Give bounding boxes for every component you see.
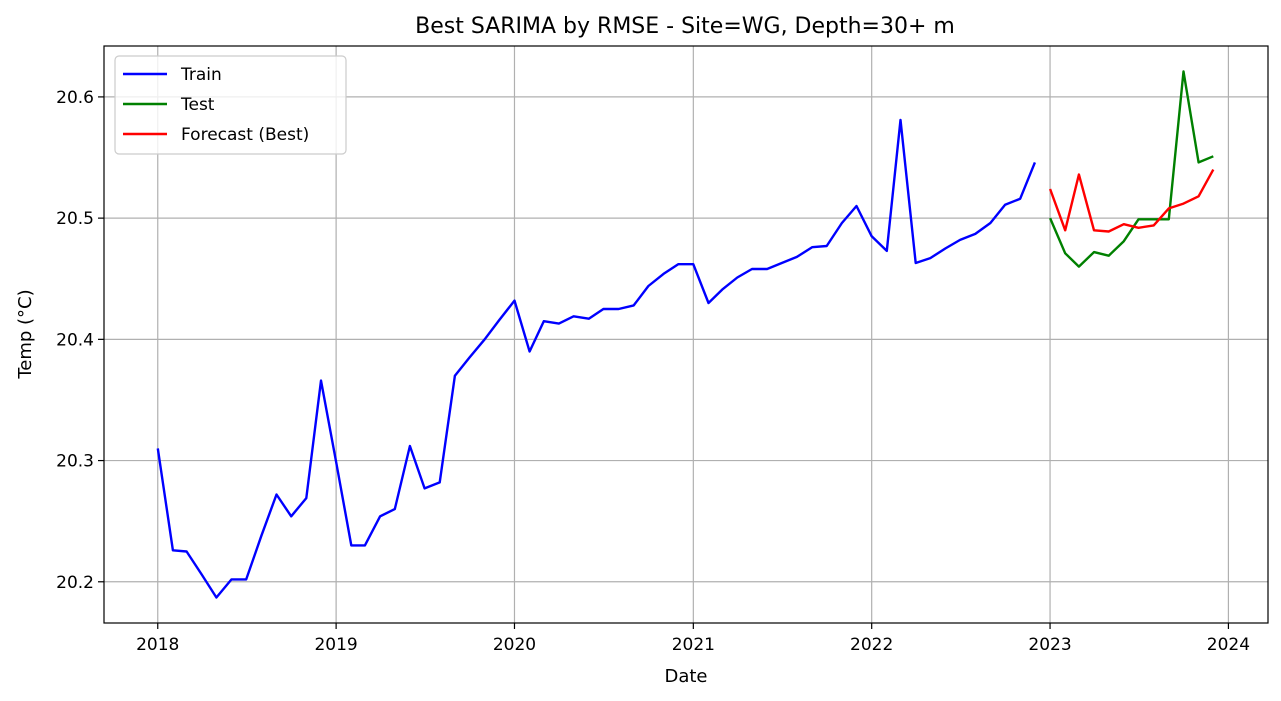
x-tick-label: 2024 — [1207, 635, 1250, 655]
series-line-train — [156, 118, 1037, 599]
y-tick-label: 20.2 — [56, 573, 94, 593]
legend-label: Train — [180, 65, 222, 85]
y-tick-label: 20.5 — [56, 209, 94, 229]
legend-box — [114, 55, 347, 155]
x-tick-label: 2018 — [136, 635, 179, 655]
series-line-test — [1048, 70, 1214, 268]
x-axis-ticks: 2018 2019 2020 2021 2022 2023 2024 — [136, 623, 1250, 655]
y-axis-ticks: 20.2 20.3 20.4 20.5 20.6 — [56, 88, 104, 593]
y-axis-label: Temp (°C) — [15, 289, 36, 379]
y-tick-label: 20.4 — [56, 330, 94, 350]
x-tick-label: 2023 — [1028, 635, 1071, 655]
legend-label: Test — [180, 95, 215, 115]
plot-frame — [103, 45, 1269, 624]
legend-label: Forecast (Best) — [181, 125, 309, 145]
x-tick-label: 2019 — [314, 635, 357, 655]
y-tick-label: 20.3 — [56, 452, 94, 472]
legend: Train Test Forecast (Best) — [114, 55, 347, 155]
x-tick-label: 2021 — [672, 635, 715, 655]
y-tick-label: 20.6 — [56, 88, 94, 108]
x-tick-label: 2022 — [850, 635, 893, 655]
x-tick-label: 2020 — [493, 635, 536, 655]
grid — [104, 46, 1268, 623]
x-axis-label: Date — [664, 666, 707, 687]
series-line-forecast-best — [1048, 169, 1215, 233]
chart-title: Best SARIMA by RMSE - Site=WG, Depth=30+… — [415, 14, 955, 39]
series-layer — [156, 70, 1215, 599]
